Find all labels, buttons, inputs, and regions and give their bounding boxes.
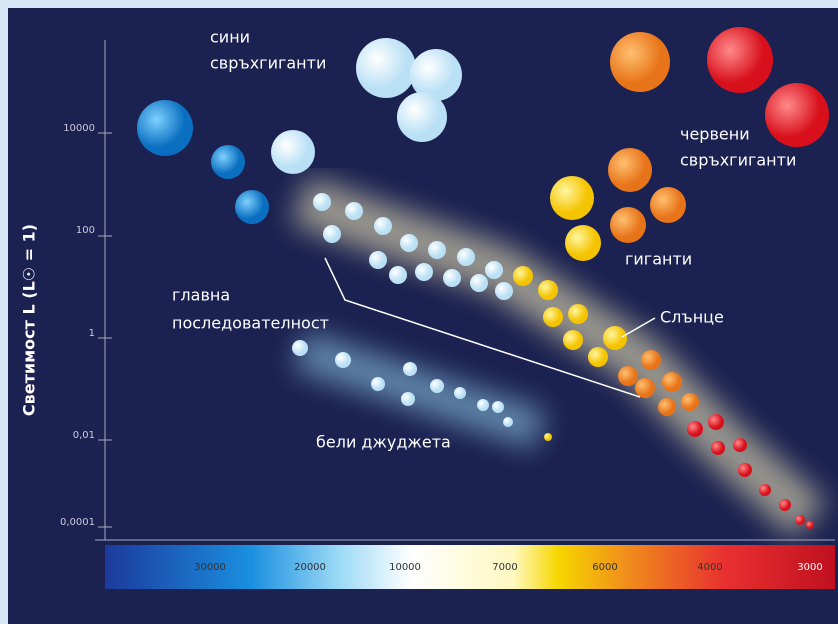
star [477,399,489,411]
x-tick-label: 30000 [194,562,226,573]
label: бели джуджета [316,433,451,452]
label: свръхгиганти [210,54,326,73]
star [211,145,245,179]
star [271,130,315,174]
star [415,263,433,281]
star [779,499,791,511]
star [235,190,269,224]
star [565,225,601,261]
star [641,350,661,370]
star [345,202,363,220]
label: Слънце [660,308,724,327]
star [335,352,351,368]
label: сини [210,28,250,47]
star [550,176,594,220]
star [401,392,415,406]
star [795,515,805,525]
star [410,49,462,101]
star [443,269,461,287]
star [403,362,417,376]
y-ticks: 10000 100 1 0,01 0,0001 [60,123,112,528]
star [711,441,725,455]
x-tick-label: 4000 [697,562,722,573]
star [470,274,488,292]
star [428,241,446,259]
star [371,377,385,391]
star [608,148,652,192]
label: червени [680,125,750,144]
pointer [324,257,641,398]
star [765,83,829,147]
star [356,38,416,98]
y-axis-title: Светимост L (L☉ = 1) [20,224,39,416]
star [323,225,341,243]
label: гиганти [625,250,692,269]
star [610,32,670,92]
y-tick-label: 0,0001 [60,517,95,528]
star [681,393,699,411]
star [635,378,655,398]
label: последователност [172,314,329,333]
label: главна [172,286,230,305]
star [400,234,418,252]
star [708,414,724,430]
star [806,521,814,529]
star [538,280,558,300]
x-tick-label: 10000 [389,562,421,573]
star [658,398,676,416]
star [292,340,308,356]
y-tick-label: 10000 [63,123,95,134]
y-tick-label: 100 [76,225,95,236]
star [738,463,752,477]
star [733,438,747,452]
label: свръхгиганти [680,151,796,170]
star [313,193,331,211]
star [397,92,447,142]
star [389,266,407,284]
y-tick-label: 0,01 [73,430,95,441]
star [137,100,193,156]
star [457,248,475,266]
star [662,372,682,392]
star [513,266,533,286]
spectrum-bar [105,545,835,589]
x-tick-label: 7000 [492,562,517,573]
star [687,421,703,437]
star [374,217,392,235]
star [707,27,773,93]
star [650,187,686,223]
star [454,387,466,399]
star [603,326,627,350]
star [485,261,503,279]
star [430,379,444,393]
star [369,251,387,269]
star [610,207,646,243]
star [495,282,513,300]
x-tick-label: 20000 [294,562,326,573]
star [563,330,583,350]
star [492,401,504,413]
star [618,366,638,386]
stars [137,27,829,529]
x-ticks: 30000 20000 10000 7000 6000 4000 3000 [194,562,823,573]
star [568,304,588,324]
star [544,433,552,441]
star [503,417,513,427]
star [543,307,563,327]
x-tick-label: 3000 [797,562,822,573]
x-axis-title: Ефективна температура T, K [288,598,553,617]
star [759,484,771,496]
x-tick-label: 6000 [592,562,617,573]
y-tick-label: 1 [89,328,95,339]
star [588,347,608,367]
pointer [621,317,656,338]
